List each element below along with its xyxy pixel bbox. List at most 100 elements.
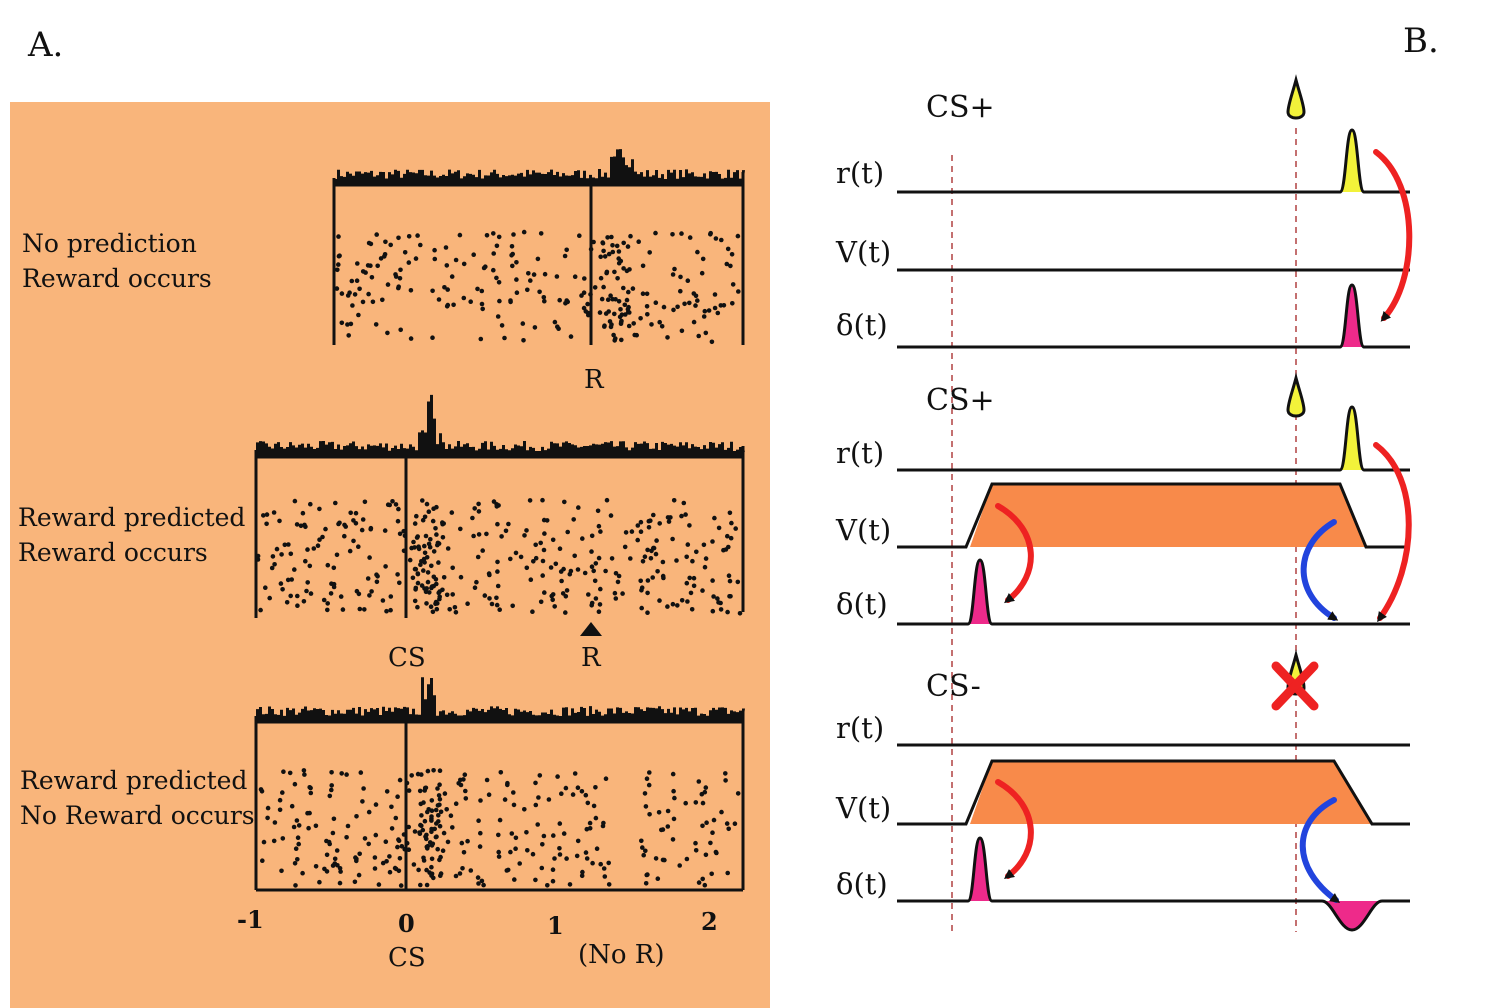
- spike-dot: [430, 518, 436, 524]
- spike-dot: [301, 768, 307, 773]
- spike-dot: [654, 538, 659, 543]
- spike-dot: [445, 287, 451, 292]
- spike-dot: [441, 830, 447, 836]
- spike-dot: [452, 605, 458, 610]
- spike-dot: [735, 233, 741, 239]
- spike-dot: [325, 601, 331, 606]
- spike-dot: [688, 590, 694, 596]
- spike-dot: [727, 510, 733, 516]
- spike-dot: [277, 797, 283, 803]
- spike-dot: [303, 558, 308, 564]
- spike-dot: [587, 826, 593, 831]
- spike-dot: [582, 276, 587, 281]
- block1-yellow-droplet-icon: [1286, 74, 1306, 120]
- spike-dot: [576, 505, 581, 510]
- spike-dot: [727, 578, 733, 584]
- spike-dot: [413, 256, 419, 261]
- spike-dot: [665, 335, 670, 340]
- spike-dot: [497, 607, 503, 612]
- spike-dot: [588, 292, 593, 297]
- spike-dot: [719, 809, 724, 815]
- spike-dot: [436, 297, 442, 302]
- spike-dot: [513, 846, 518, 851]
- spike-dot: [389, 826, 395, 831]
- spike-dot: [533, 555, 539, 561]
- spike-dot: [661, 304, 667, 310]
- spike-dot: [450, 565, 456, 571]
- spike-dot: [700, 876, 705, 882]
- spike-dot: [691, 575, 697, 581]
- spike-dot: [348, 321, 354, 327]
- spike-dot: [340, 607, 346, 612]
- spike-dot: [348, 510, 354, 516]
- spike-dot: [702, 564, 708, 570]
- spike-dot: [559, 578, 564, 584]
- spike-dot: [412, 566, 418, 572]
- spike-dot: [402, 250, 408, 255]
- spike-dot: [645, 872, 650, 877]
- spike-dot: [376, 882, 382, 887]
- spike-dot: [436, 819, 441, 824]
- spike-dot: [596, 609, 602, 614]
- spike-dot: [542, 271, 548, 277]
- spike-dot: [579, 789, 585, 794]
- spike-dot: [261, 839, 267, 845]
- spike-dot: [476, 881, 481, 886]
- spike-dot: [535, 256, 541, 262]
- spike-dot: [422, 550, 428, 556]
- spike-dot: [494, 243, 500, 249]
- spike-dot: [706, 308, 712, 313]
- spike-dot: [451, 302, 456, 308]
- spike-dot: [730, 282, 736, 287]
- spike-dot: [406, 824, 412, 830]
- spike-dot: [261, 513, 266, 518]
- spike-dot: [291, 824, 297, 830]
- spike-dot: [526, 271, 531, 276]
- spike-dot: [695, 249, 700, 255]
- spike-dot: [495, 559, 500, 565]
- spike-dot: [397, 777, 403, 783]
- spike-dot: [385, 330, 390, 336]
- spike-dot: [423, 785, 429, 791]
- spike-dot: [395, 518, 401, 524]
- spike-dot: [433, 526, 438, 531]
- block3-v-label: V(t): [835, 791, 891, 825]
- spike-dot: [629, 529, 635, 534]
- spike-dot: [432, 247, 437, 253]
- spike-dot: [382, 254, 387, 259]
- spike-dot: [308, 501, 313, 507]
- spike-dot: [601, 866, 607, 871]
- spike-dot: [317, 506, 322, 512]
- spike-dot: [369, 275, 375, 280]
- spike-dot: [619, 318, 624, 324]
- spike-dot: [280, 790, 285, 795]
- spike-dot: [277, 807, 283, 813]
- spike-dot: [564, 856, 569, 861]
- spike-dot: [306, 825, 311, 831]
- spike-dot: [424, 844, 430, 850]
- spike-dot: [415, 233, 420, 238]
- spike-dot: [540, 558, 546, 564]
- spike-dot: [615, 579, 621, 585]
- spike-dot: [313, 823, 319, 829]
- spike-dot: [487, 596, 492, 601]
- spike-dot: [292, 861, 298, 866]
- spike-dot: [583, 309, 589, 314]
- spike-dot: [699, 791, 705, 797]
- spike-dot: [710, 539, 715, 544]
- spike-dot: [524, 565, 530, 571]
- spike-dot: [589, 564, 595, 569]
- spike-dot: [712, 515, 717, 521]
- spike-dot: [349, 278, 355, 284]
- spike-dot: [729, 252, 735, 257]
- spike-dot: [384, 859, 389, 864]
- spike-dot: [440, 535, 446, 540]
- spike-dot: [533, 542, 538, 548]
- spike-dot: [593, 815, 599, 821]
- spike-dot: [401, 832, 407, 837]
- spike-dot: [558, 569, 564, 574]
- spike-dot: [288, 551, 294, 557]
- spike-dot: [647, 770, 652, 775]
- block3-forward-arrow: [995, 779, 1034, 880]
- spike-dot: [274, 546, 280, 552]
